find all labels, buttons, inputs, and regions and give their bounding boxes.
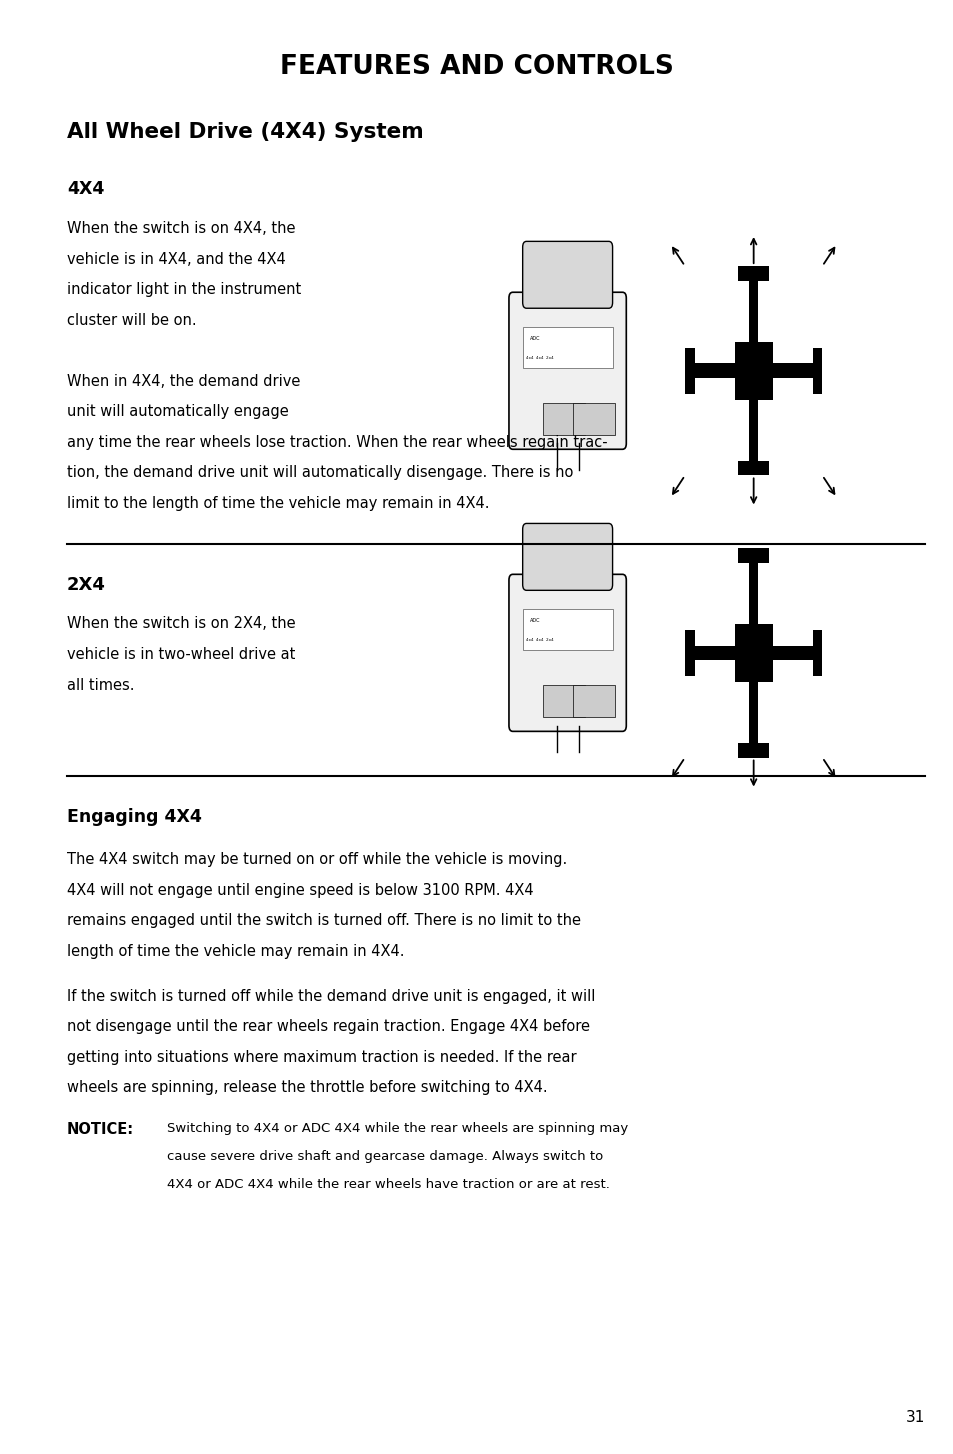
Text: All Wheel Drive (4X4) System: All Wheel Drive (4X4) System — [67, 122, 423, 142]
Text: wheels are spinning, release the throttle before switching to 4X4.: wheels are spinning, release the throttl… — [67, 1080, 547, 1095]
Text: vehicle is in two-wheel drive at: vehicle is in two-wheel drive at — [67, 647, 294, 662]
Bar — [522, 327, 612, 368]
Bar — [684, 630, 694, 676]
Bar — [748, 563, 758, 624]
Bar — [738, 743, 768, 758]
Bar — [573, 685, 614, 717]
Text: If the switch is turned off while the demand drive unit is engaged, it will: If the switch is turned off while the de… — [67, 989, 595, 1003]
Text: getting into situations where maximum traction is needed. If the rear: getting into situations where maximum tr… — [67, 1050, 576, 1064]
Text: 4x4  4x4  2x4: 4x4 4x4 2x4 — [526, 638, 554, 641]
Bar — [812, 630, 821, 676]
Bar — [748, 400, 758, 461]
Bar — [772, 646, 812, 660]
Text: remains engaged until the switch is turned off. There is no limit to the: remains engaged until the switch is turn… — [67, 913, 580, 928]
Text: 2X4: 2X4 — [67, 576, 106, 593]
Text: any time the rear wheels lose traction. When the rear wheels regain trac-: any time the rear wheels lose traction. … — [67, 435, 607, 449]
FancyBboxPatch shape — [508, 574, 625, 731]
FancyBboxPatch shape — [508, 292, 625, 449]
Text: 4X4 will not engage until engine speed is below 3100 RPM. 4X4: 4X4 will not engage until engine speed i… — [67, 883, 533, 897]
Text: When the switch is on 2X4, the: When the switch is on 2X4, the — [67, 616, 295, 631]
Bar — [573, 403, 614, 435]
Text: indicator light in the instrument: indicator light in the instrument — [67, 282, 301, 297]
Text: ADC: ADC — [529, 336, 539, 342]
Text: FEATURES AND CONTROLS: FEATURES AND CONTROLS — [280, 54, 673, 80]
Text: cluster will be on.: cluster will be on. — [67, 313, 196, 327]
Bar — [812, 348, 821, 394]
Bar — [734, 342, 772, 400]
Text: 4x4  4x4  2x4: 4x4 4x4 2x4 — [526, 356, 554, 359]
Text: When in 4X4, the demand drive: When in 4X4, the demand drive — [67, 374, 300, 388]
Text: tion, the demand drive unit will automatically disengage. There is no: tion, the demand drive unit will automat… — [67, 465, 573, 480]
Text: vehicle is in 4X4, and the 4X4: vehicle is in 4X4, and the 4X4 — [67, 252, 285, 266]
Bar — [522, 609, 612, 650]
Bar — [543, 685, 584, 717]
Text: cause severe drive shaft and gearcase damage. Always switch to: cause severe drive shaft and gearcase da… — [167, 1150, 602, 1163]
Text: not disengage until the rear wheels regain traction. Engage 4X4 before: not disengage until the rear wheels rega… — [67, 1019, 589, 1034]
Text: limit to the length of time the vehicle may remain in 4X4.: limit to the length of time the vehicle … — [67, 496, 489, 510]
Text: all times.: all times. — [67, 678, 134, 692]
Text: The 4X4 switch may be turned on or off while the vehicle is moving.: The 4X4 switch may be turned on or off w… — [67, 852, 566, 867]
Bar — [738, 461, 768, 475]
Bar — [748, 682, 758, 743]
Text: NOTICE:: NOTICE: — [67, 1122, 133, 1137]
Text: Switching to 4X4 or ADC 4X4 while the rear wheels are spinning may: Switching to 4X4 or ADC 4X4 while the re… — [167, 1122, 627, 1136]
Bar — [772, 364, 812, 378]
FancyBboxPatch shape — [522, 241, 612, 308]
Text: length of time the vehicle may remain in 4X4.: length of time the vehicle may remain in… — [67, 944, 404, 958]
Bar — [694, 646, 734, 660]
Bar — [734, 624, 772, 682]
FancyBboxPatch shape — [522, 523, 612, 590]
Text: Engaging 4X4: Engaging 4X4 — [67, 808, 201, 826]
Bar — [748, 281, 758, 342]
Text: ADC: ADC — [529, 618, 539, 624]
Bar — [738, 548, 768, 563]
Bar — [543, 403, 584, 435]
Bar — [694, 364, 734, 378]
Bar — [684, 348, 694, 394]
Text: 4X4: 4X4 — [67, 180, 104, 198]
Text: 31: 31 — [905, 1410, 924, 1425]
Text: 4X4 or ADC 4X4 while the rear wheels have traction or are at rest.: 4X4 or ADC 4X4 while the rear wheels hav… — [167, 1178, 609, 1191]
Bar — [738, 266, 768, 281]
Text: unit will automatically engage: unit will automatically engage — [67, 404, 288, 419]
Text: When the switch is on 4X4, the: When the switch is on 4X4, the — [67, 221, 295, 236]
